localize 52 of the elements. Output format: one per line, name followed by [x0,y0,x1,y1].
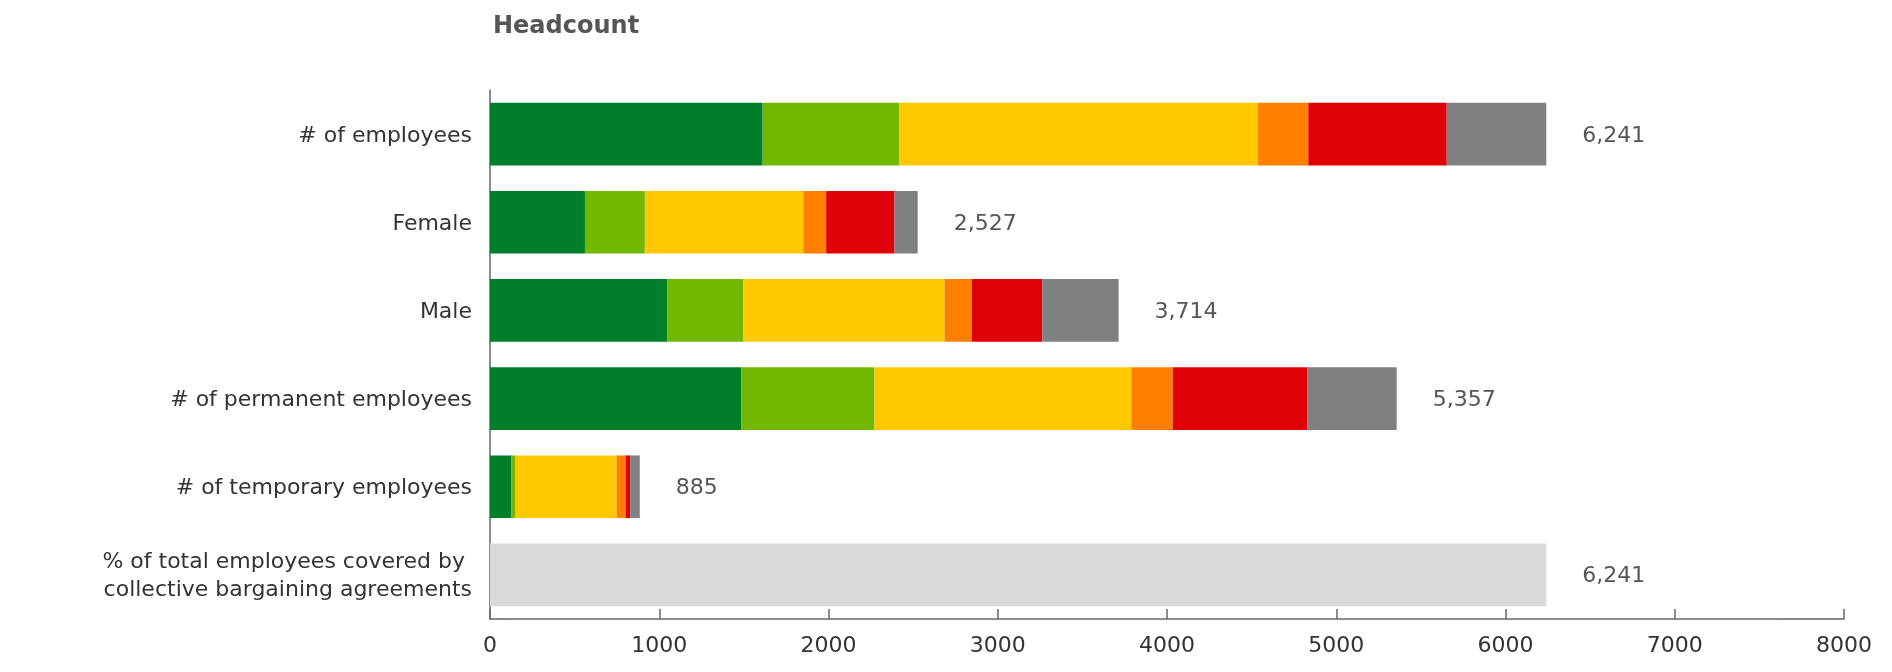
y-tick-label: # of employees [298,121,472,147]
y-tick-label: Male [419,297,472,323]
x-tick-label: 7000 [1646,631,1703,657]
total-label: 2,527 [953,209,1017,235]
x-tick-label: 6000 [1477,631,1534,657]
bar [894,190,918,254]
total-label: 3,714 [1154,297,1218,323]
bar [490,190,585,254]
bar [944,279,973,342]
bar [1446,102,1547,166]
bar [1258,102,1309,166]
bar [616,455,626,519]
x-tick-label: 3000 [969,631,1026,657]
x-tick-label: 0 [483,631,497,657]
bar [762,102,900,166]
total-label: 5,357 [1432,386,1496,412]
bar [743,279,945,342]
bar [490,279,668,342]
bar [741,367,875,430]
x-tick-label: 1000 [631,631,688,657]
bar [490,367,742,430]
bar [1042,279,1119,342]
y-tick-label: Female [392,209,472,235]
x-tick-label: 2000 [800,631,857,657]
total-label: 885 [675,474,718,500]
bar [874,367,1132,430]
bar [490,455,512,519]
bar [1307,367,1397,430]
bar [584,190,645,254]
total-label: 6,241 [1582,562,1646,588]
bar [1308,102,1447,166]
y-tick-label: # of permanent employees [170,386,472,412]
bar [667,279,744,342]
bar [1172,367,1308,430]
bar [899,102,1259,166]
bar [490,102,763,166]
bar [826,190,895,254]
total-label: 6,241 [1582,121,1646,147]
bar [515,455,617,519]
bar [644,190,804,254]
bar [803,190,827,254]
bar [1131,367,1173,430]
y-tick-label: % of total employees covered by collective bargaining agreements [102,548,472,602]
bar [972,279,1043,342]
bar [511,455,516,519]
y-tick-label: # of temporary employees [175,474,472,500]
x-tick-label: 5000 [1308,631,1365,657]
bar [490,543,1547,607]
bar [630,455,640,519]
x-tick-label: 4000 [1139,631,1195,657]
x-tick-label: 8000 [1816,631,1872,657]
chart-title: Headcount [493,11,640,39]
